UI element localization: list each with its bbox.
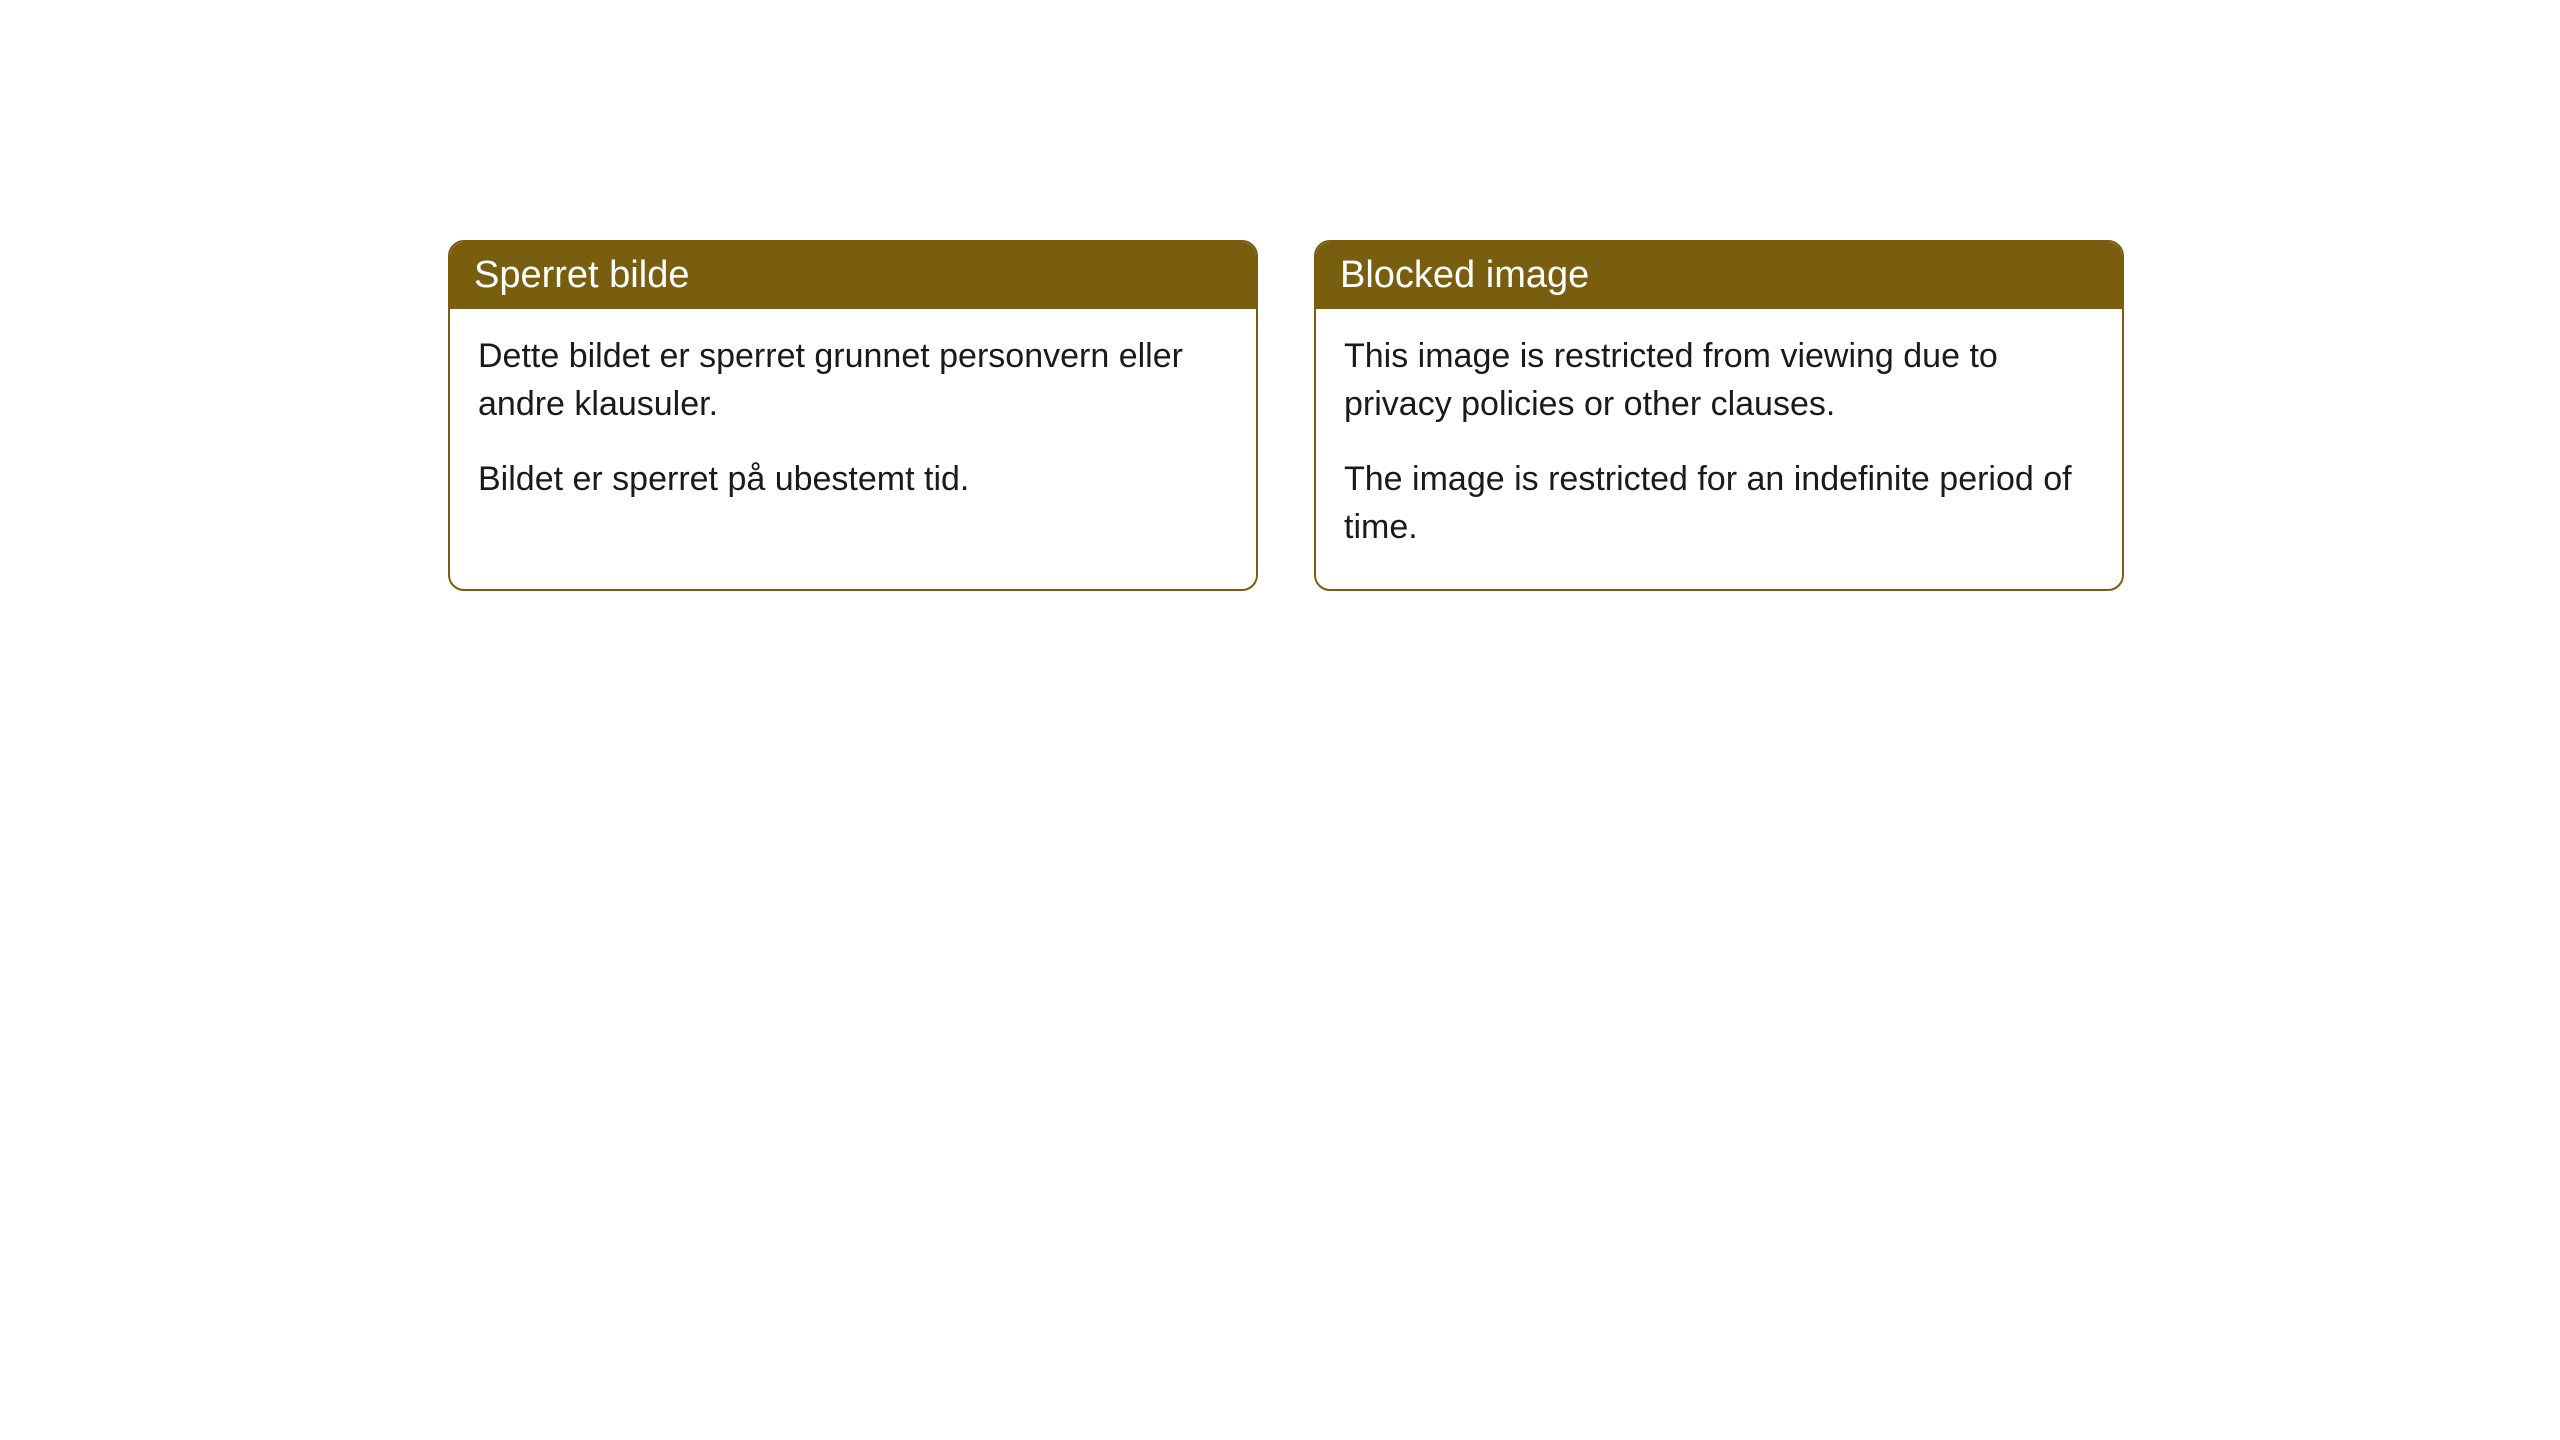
- card-header: Sperret bilde: [450, 242, 1256, 309]
- card-body: This image is restricted from viewing du…: [1316, 309, 2122, 589]
- blocked-image-card-english: Blocked image This image is restricted f…: [1314, 240, 2124, 591]
- blocked-image-card-norwegian: Sperret bilde Dette bildet er sperret gr…: [448, 240, 1258, 591]
- card-header: Blocked image: [1316, 242, 2122, 309]
- card-title: Blocked image: [1340, 254, 1589, 296]
- card-title: Sperret bilde: [474, 254, 689, 296]
- card-body: Dette bildet er sperret grunnet personve…: [450, 309, 1256, 542]
- notice-container: Sperret bilde Dette bildet er sperret gr…: [0, 0, 2560, 591]
- card-paragraph: Bildet er sperret på ubestemt tid.: [478, 456, 1228, 504]
- card-paragraph: The image is restricted for an indefinit…: [1344, 456, 2094, 551]
- card-paragraph: Dette bildet er sperret grunnet personve…: [478, 333, 1228, 428]
- card-paragraph: This image is restricted from viewing du…: [1344, 333, 2094, 428]
